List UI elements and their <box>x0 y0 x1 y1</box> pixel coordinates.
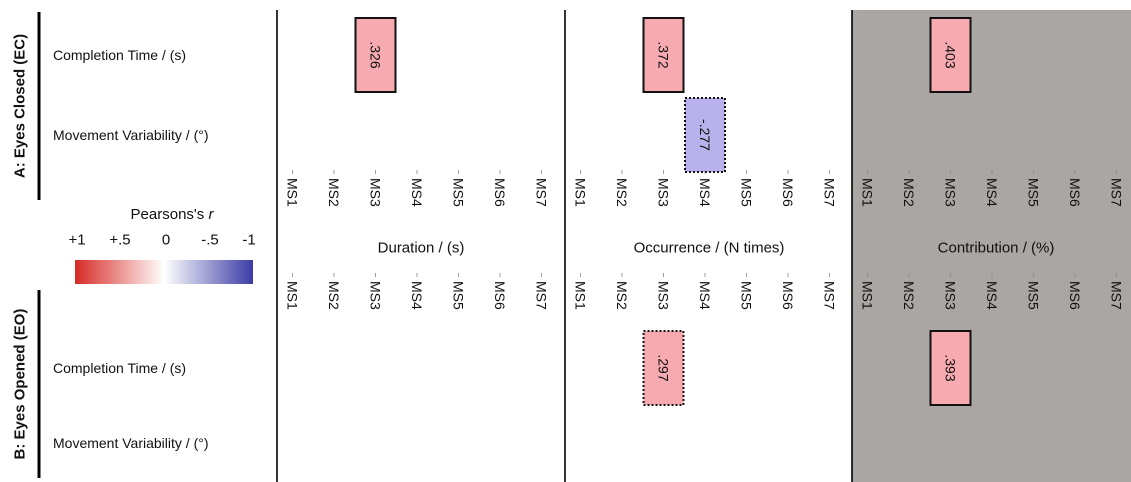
legend-tick-label: -1 <box>242 232 255 249</box>
tick-label-ms2: MS2 <box>901 178 917 207</box>
row-label-movement-variability: Movement Variability / (°) <box>53 435 209 451</box>
panel-label-contribution: Contribution / (%) <box>938 240 1055 257</box>
tick-label-ms6: MS6 <box>492 281 508 310</box>
group-label-b-eyes-opened-eo: B: Eyes Opened (EO) <box>12 309 29 460</box>
tick-label-ms5: MS5 <box>451 178 467 207</box>
cell-value-label: .393 <box>943 354 959 381</box>
tick-label-ms6: MS6 <box>1067 178 1083 207</box>
tick-label-ms7: MS7 <box>822 281 838 310</box>
tick-label-ms7: MS7 <box>822 178 838 207</box>
tick-label-ms6: MS6 <box>780 281 796 310</box>
tick-label-ms3: MS3 <box>368 281 384 310</box>
legend-title: Pearsons's r <box>131 206 215 223</box>
tick-label-ms3: MS3 <box>368 178 384 207</box>
tick-label-ms3: MS3 <box>656 281 672 310</box>
legend-title-text: Pearsons's <box>131 206 209 223</box>
legend-tick-label: 0 <box>162 232 170 249</box>
legend-colorbar <box>75 260 253 284</box>
tick-label-ms7: MS7 <box>1109 178 1125 207</box>
legend-title-variable: r <box>208 206 214 223</box>
cell-value-label: .297 <box>656 354 672 381</box>
tick-label-ms4: MS4 <box>697 178 713 207</box>
tick-label-ms6: MS6 <box>1067 281 1083 310</box>
tick-label-ms1: MS1 <box>573 281 589 310</box>
tick-label-ms5: MS5 <box>739 178 755 207</box>
row-label-movement-variability: Movement Variability / (°) <box>53 127 209 143</box>
tick-label-ms5: MS5 <box>1026 178 1042 207</box>
panel-label-duration-s: Duration / (s) <box>378 240 465 257</box>
tick-label-ms3: MS3 <box>943 178 959 207</box>
tick-label-ms2: MS2 <box>614 178 630 207</box>
tick-label-ms5: MS5 <box>451 281 467 310</box>
tick-label-ms7: MS7 <box>1109 281 1125 310</box>
heatmap-cell <box>929 330 972 406</box>
legend-tick-label: +1 <box>68 232 85 249</box>
tick-label-ms7: MS7 <box>534 281 550 310</box>
tick-label-ms2: MS2 <box>614 281 630 310</box>
tick-label-ms4: MS4 <box>984 281 1000 310</box>
panel-shade-contribution <box>852 10 1131 482</box>
cell-value-label: -.277 <box>697 119 713 151</box>
tick-label-ms1: MS1 <box>285 281 301 310</box>
legend-tick-label: +.5 <box>109 232 130 249</box>
row-label-completion-time-s: Completion Time / (s) <box>53 360 186 376</box>
tick-label-ms2: MS2 <box>326 281 342 310</box>
tick-label-ms4: MS4 <box>409 178 425 207</box>
tick-label-ms1: MS1 <box>860 178 876 207</box>
tick-label-ms1: MS1 <box>285 178 301 207</box>
heatmap-cell <box>642 17 685 93</box>
heatmap-cell <box>354 17 397 93</box>
tick-label-ms5: MS5 <box>1026 281 1042 310</box>
tick-label-ms3: MS3 <box>656 178 672 207</box>
group-label-a-eyes-closed-ec: A: Eyes Closed (EC) <box>12 34 29 178</box>
cell-value-label: .372 <box>656 41 672 68</box>
cell-value-label: .326 <box>368 41 384 68</box>
cell-value-label: .403 <box>943 41 959 68</box>
tick-label-ms4: MS4 <box>984 178 1000 207</box>
tick-label-ms3: MS3 <box>943 281 959 310</box>
tick-label-ms2: MS2 <box>901 281 917 310</box>
tick-label-ms6: MS6 <box>780 178 796 207</box>
row-label-completion-time-s: Completion Time / (s) <box>53 47 186 63</box>
tick-label-ms5: MS5 <box>739 281 755 310</box>
heatmap-cell <box>642 330 685 406</box>
heatmap-cell <box>929 17 972 93</box>
panel-label-occurrence-n-times: Occurrence / (N times) <box>634 240 785 257</box>
tick-label-ms7: MS7 <box>534 178 550 207</box>
tick-label-ms4: MS4 <box>697 281 713 310</box>
tick-label-ms2: MS2 <box>326 178 342 207</box>
tick-label-ms4: MS4 <box>409 281 425 310</box>
tick-label-ms6: MS6 <box>492 178 508 207</box>
tick-label-ms1: MS1 <box>573 178 589 207</box>
tick-label-ms1: MS1 <box>860 281 876 310</box>
legend-tick-label: -.5 <box>201 232 219 249</box>
